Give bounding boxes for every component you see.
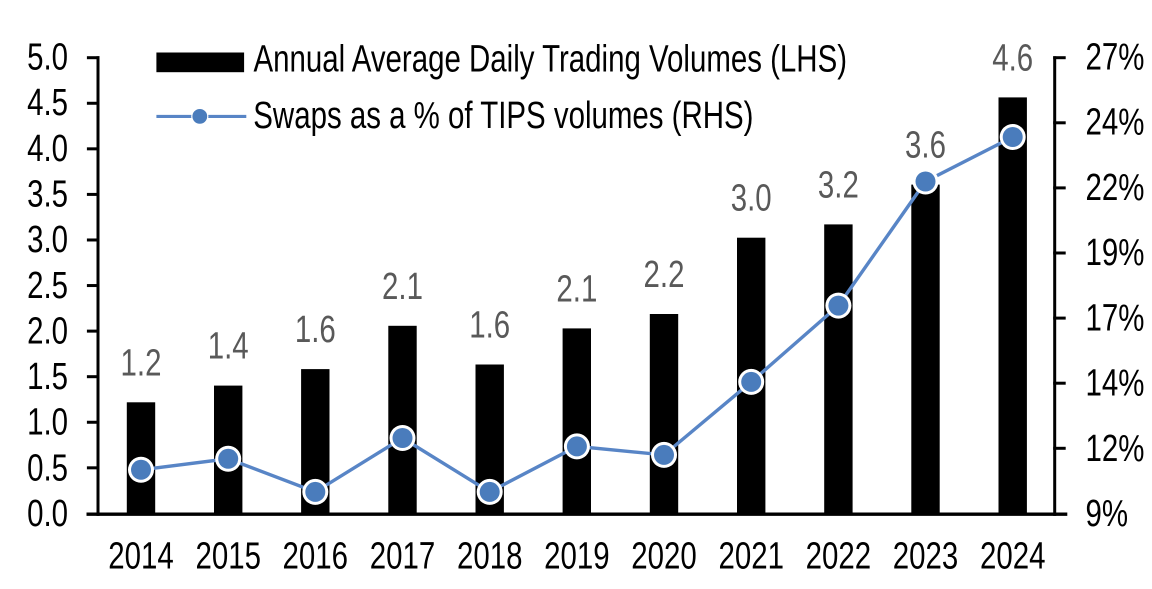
svg-text:1.6: 1.6 [469,304,510,346]
svg-text:17%: 17% [1086,297,1145,339]
svg-text:2.5: 2.5 [27,264,68,306]
svg-text:2014: 2014 [108,535,174,577]
svg-text:2021: 2021 [718,535,784,577]
svg-text:0.5: 0.5 [27,447,68,489]
svg-text:2.1: 2.1 [382,265,423,307]
svg-text:2.2: 2.2 [644,253,685,295]
svg-text:22%: 22% [1086,166,1145,208]
svg-text:1.2: 1.2 [121,342,162,384]
svg-text:2018: 2018 [457,535,523,577]
svg-text:2023: 2023 [893,535,959,577]
svg-text:14%: 14% [1086,362,1145,404]
svg-text:1.5: 1.5 [27,356,68,398]
svg-text:9%: 9% [1086,492,1129,534]
svg-text:3.0: 3.0 [731,177,772,219]
svg-text:3.2: 3.2 [818,164,859,206]
svg-text:2020: 2020 [631,535,697,577]
svg-text:3.5: 3.5 [27,173,68,215]
svg-text:3.0: 3.0 [27,219,68,261]
svg-text:27%: 27% [1086,36,1145,78]
svg-text:4.6: 4.6 [992,37,1033,79]
svg-text:4.5: 4.5 [27,82,68,124]
svg-text:1.0: 1.0 [27,401,68,443]
svg-text:2024: 2024 [980,535,1046,577]
svg-text:3.6: 3.6 [905,124,946,166]
svg-text:24%: 24% [1086,101,1145,143]
svg-text:2.1: 2.1 [556,268,597,310]
svg-text:0.0: 0.0 [27,492,68,534]
svg-text:2019: 2019 [544,535,610,577]
svg-text:2016: 2016 [283,535,349,577]
svg-text:Annual Average Daily Trading V: Annual Average Daily Trading Volumes (LH… [254,38,848,80]
svg-text:5.0: 5.0 [27,36,68,78]
svg-text:1.4: 1.4 [208,325,249,367]
svg-text:4.0: 4.0 [27,127,68,169]
svg-text:2022: 2022 [806,535,872,577]
svg-text:19%: 19% [1086,232,1145,274]
svg-text:1.6: 1.6 [295,309,336,351]
svg-text:12%: 12% [1086,427,1145,469]
svg-text:2015: 2015 [195,535,261,577]
svg-text:Swaps as a % of TIPS volumes (: Swaps as a % of TIPS volumes (RHS) [253,95,753,137]
svg-text:2.0: 2.0 [27,310,68,352]
svg-text:2017: 2017 [370,535,436,577]
